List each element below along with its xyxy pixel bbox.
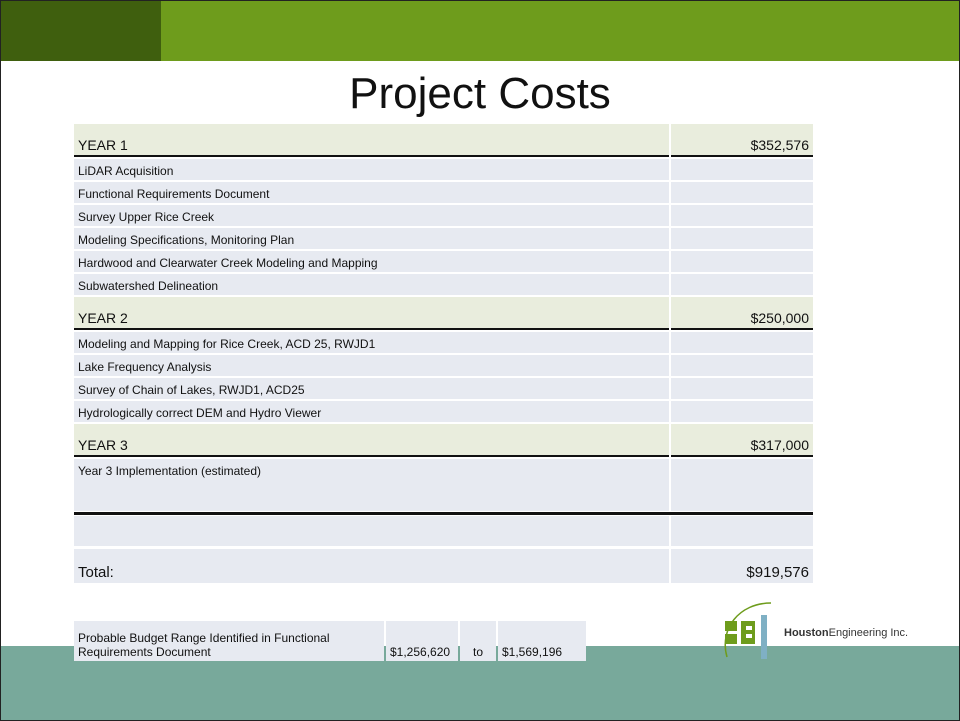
budget-high: $1,569,196: [498, 621, 586, 661]
blank-row: [671, 480, 813, 511]
item-amount: [671, 459, 813, 480]
item-label: Modeling and Mapping for Rice Creek, ACD…: [74, 332, 669, 353]
section-amount: $250,000: [671, 297, 813, 330]
title: Project Costs: [349, 69, 611, 118]
item-label: Survey of Chain of Lakes, RWJD1, ACD25: [74, 378, 669, 399]
total-amount: $919,576: [671, 549, 813, 583]
section-amount: $352,576: [671, 124, 813, 157]
item-amount: [671, 378, 813, 399]
section-amount: $317,000: [671, 424, 813, 457]
item-amount: [671, 205, 813, 226]
item-amount: [671, 228, 813, 249]
item-amount: [671, 251, 813, 272]
total-label: Total:: [74, 549, 669, 583]
item-label: LiDAR Acquisition: [74, 159, 669, 180]
item-label: Survey Upper Rice Creek: [74, 205, 669, 226]
item-label: Hydrologically correct DEM and Hydro Vie…: [74, 401, 669, 422]
budget-to: to: [460, 621, 496, 661]
logo-bold: Houston: [784, 627, 829, 639]
logo-text: HoustonEngineering Inc.: [784, 627, 908, 639]
item-label: Functional Requirements Document: [74, 182, 669, 203]
blank-row: [74, 480, 669, 511]
item-amount: [671, 401, 813, 422]
blank-row: [74, 516, 669, 546]
section-label: YEAR 2: [74, 297, 669, 330]
item-amount: [671, 182, 813, 203]
section-label: YEAR 1: [74, 124, 669, 157]
budget-low: $1,256,620: [386, 621, 458, 661]
budget-label: Probable Budget Range Identified in Func…: [74, 621, 384, 661]
item-amount: [671, 159, 813, 180]
section-label: YEAR 3: [74, 424, 669, 457]
item-label: Lake Frequency Analysis: [74, 355, 669, 376]
item-label: Modeling Specifications, Monitoring Plan: [74, 228, 669, 249]
item-label: Subwatershed Delineation: [74, 274, 669, 295]
item-label: Year 3 Implementation (estimated): [74, 459, 669, 480]
thick-rule: [74, 512, 813, 515]
item-label: Hardwood and Clearwater Creek Modeling a…: [74, 251, 669, 272]
logo-rest: Engineering Inc.: [828, 627, 909, 639]
item-amount: [671, 355, 813, 376]
item-amount: [671, 332, 813, 353]
top-bar-accent: [1, 1, 161, 61]
blank-row: [671, 516, 813, 546]
item-amount: [671, 274, 813, 295]
logo-icon: [724, 602, 772, 659]
